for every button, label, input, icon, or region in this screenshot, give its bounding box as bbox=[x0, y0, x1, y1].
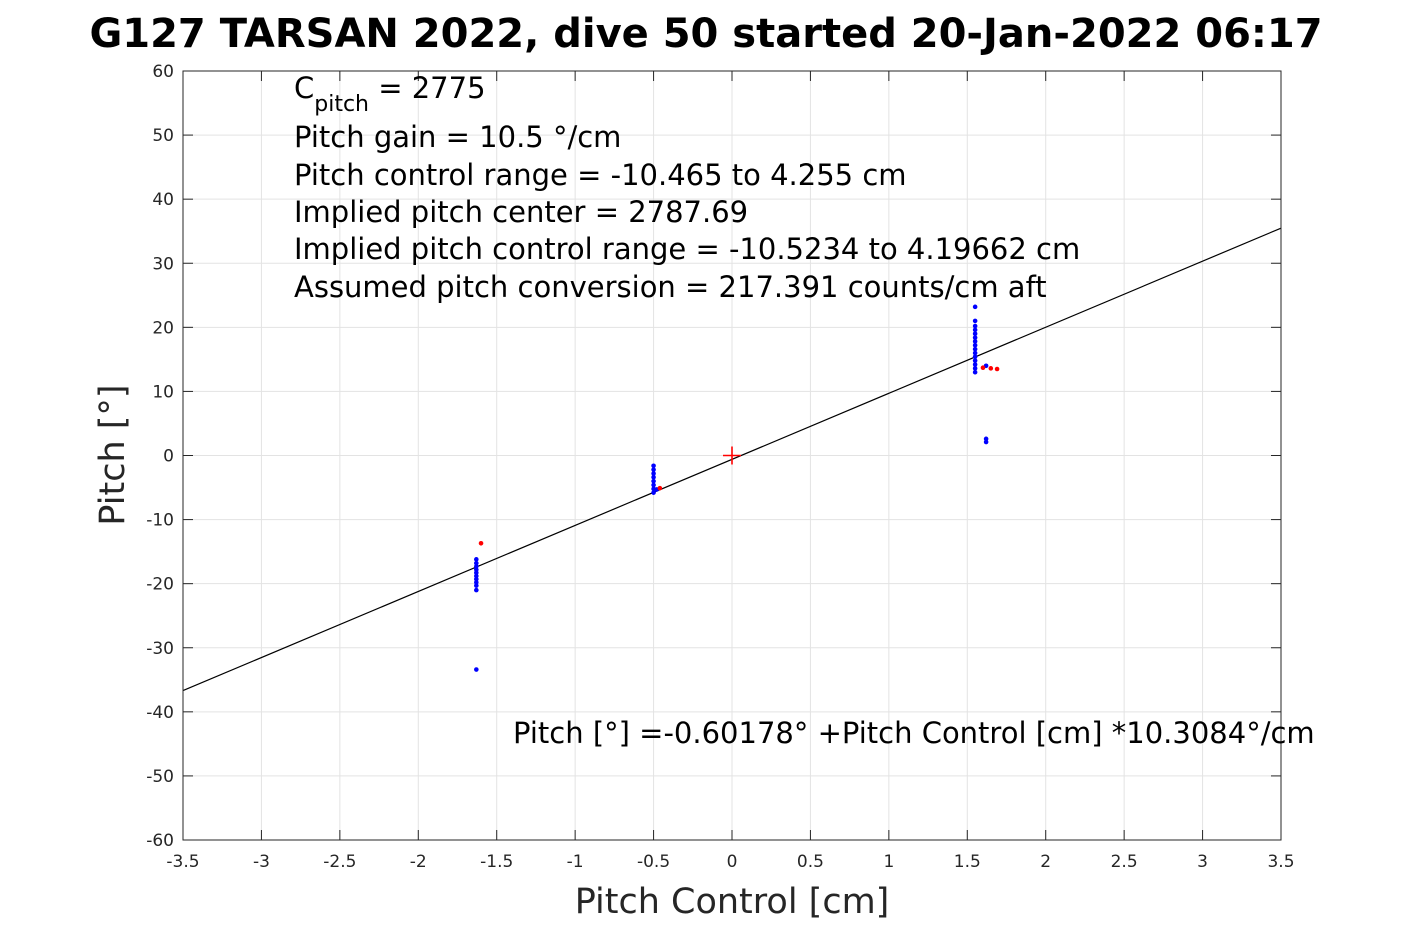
y-tick-label: -20 bbox=[146, 575, 174, 595]
annotation-implied-pitch-control-range: Implied pitch control range = -10.5234 t… bbox=[294, 232, 1080, 266]
data-point bbox=[474, 557, 479, 562]
y-tick-label: 0 bbox=[163, 447, 174, 467]
x-tick-labels: -3.5 -3 -2.5 -2 -1.5 -1 -0.5 0 0.5 1 1.5 2 2.5 3 3.5 bbox=[166, 852, 1294, 872]
data-point bbox=[474, 580, 479, 585]
cpitch-value: = 2775 bbox=[369, 71, 486, 105]
data-point bbox=[972, 358, 978, 363]
data-point bbox=[474, 583, 479, 588]
x-tick-label: -3 bbox=[253, 852, 270, 872]
data-point bbox=[972, 342, 978, 348]
data-point bbox=[983, 436, 989, 442]
data-point bbox=[651, 471, 656, 476]
x-tick-label: -0.5 bbox=[637, 852, 670, 872]
cpitch-annotation: Cpitch = 2775 bbox=[294, 71, 486, 117]
data-point bbox=[972, 318, 978, 324]
center-marker-group bbox=[723, 446, 741, 465]
x-axis-label: Pitch Control [cm] bbox=[575, 882, 890, 922]
data-point bbox=[651, 482, 656, 488]
annotation-pitch-control-range: Pitch control range = -10.465 to 4.255 c… bbox=[294, 158, 907, 192]
data-point bbox=[972, 331, 978, 337]
y-tick-label: 20 bbox=[152, 318, 174, 338]
x-tick-label: -2.5 bbox=[323, 852, 356, 872]
cpitch-subscript: pitch bbox=[314, 92, 369, 117]
y-tick-labels: -60 -50 -40 -30 -20 -10 0 10 20 30 40 50 60 bbox=[146, 62, 174, 851]
y-tick-label: -40 bbox=[146, 703, 174, 723]
x-tick-label: 3.5 bbox=[1267, 852, 1294, 872]
data-point bbox=[972, 327, 978, 333]
y-tick-label: 40 bbox=[152, 190, 174, 210]
data-point bbox=[972, 335, 978, 340]
data-point bbox=[474, 570, 479, 576]
x-tick-label: 0 bbox=[727, 852, 738, 872]
annotation-implied-pitch-center: Implied pitch center = 2787.69 bbox=[294, 195, 748, 229]
data-point bbox=[972, 362, 978, 367]
y-tick-label: 50 bbox=[152, 126, 174, 146]
x-tick-label: 0.5 bbox=[797, 852, 824, 872]
annotation-pitch-gain: Pitch gain = 10.5 °/cm bbox=[294, 120, 621, 154]
data-point bbox=[972, 323, 978, 329]
data-point bbox=[972, 366, 978, 371]
data-point bbox=[994, 366, 1000, 372]
data-point bbox=[474, 667, 479, 672]
data-point bbox=[651, 474, 656, 480]
data-point bbox=[474, 564, 479, 569]
data-point bbox=[474, 567, 479, 572]
x-tick-label: 2 bbox=[1040, 852, 1051, 872]
y-tick-label: -30 bbox=[146, 639, 174, 659]
data-point bbox=[657, 485, 663, 491]
x-tick-label: -1.5 bbox=[480, 852, 513, 872]
data-point bbox=[478, 540, 484, 546]
y-tick-label: -50 bbox=[146, 767, 174, 787]
data-points bbox=[474, 304, 1000, 672]
tick-marks bbox=[182, 70, 1282, 841]
x-tick-label: 1 bbox=[883, 852, 894, 872]
y-tick-label: -10 bbox=[146, 511, 174, 531]
chart-title: G127 TARSAN 2022, dive 50 started 20-Jan… bbox=[89, 11, 1322, 57]
data-point bbox=[972, 354, 978, 360]
data-point bbox=[651, 467, 656, 472]
data-point bbox=[980, 365, 986, 371]
y-tick-label: -60 bbox=[146, 831, 174, 851]
x-tick-label: -1 bbox=[567, 852, 584, 872]
x-tick-label: 1.5 bbox=[954, 852, 981, 872]
x-tick-label: -2 bbox=[410, 852, 427, 872]
data-point bbox=[474, 587, 479, 593]
data-point bbox=[972, 304, 978, 310]
data-point bbox=[988, 366, 994, 371]
data-point bbox=[474, 576, 479, 582]
y-tick-label: 10 bbox=[152, 382, 174, 402]
cpitch-base: C bbox=[294, 71, 314, 105]
annotation-pitch-conversion: Assumed pitch conversion = 217.391 count… bbox=[294, 270, 1047, 304]
data-point bbox=[651, 478, 656, 484]
fit-equation-annotation: Pitch [°] =-0.60178° +Pitch Control [cm]… bbox=[513, 716, 1315, 750]
data-point bbox=[972, 350, 978, 356]
x-tick-label: 3 bbox=[1197, 852, 1208, 872]
data-point bbox=[474, 560, 479, 566]
data-point bbox=[983, 439, 989, 445]
data-point bbox=[972, 339, 978, 344]
y-tick-label: 30 bbox=[152, 254, 174, 274]
data-point bbox=[651, 463, 656, 469]
y-tick-label: 60 bbox=[152, 62, 174, 82]
x-tick-label: 2.5 bbox=[1111, 852, 1138, 872]
data-point bbox=[972, 369, 978, 375]
y-axis-label: Pitch [°] bbox=[93, 384, 133, 525]
data-point bbox=[972, 346, 978, 352]
data-point bbox=[474, 573, 479, 579]
data-point bbox=[651, 490, 656, 495]
x-tick-label: -3.5 bbox=[166, 852, 199, 872]
